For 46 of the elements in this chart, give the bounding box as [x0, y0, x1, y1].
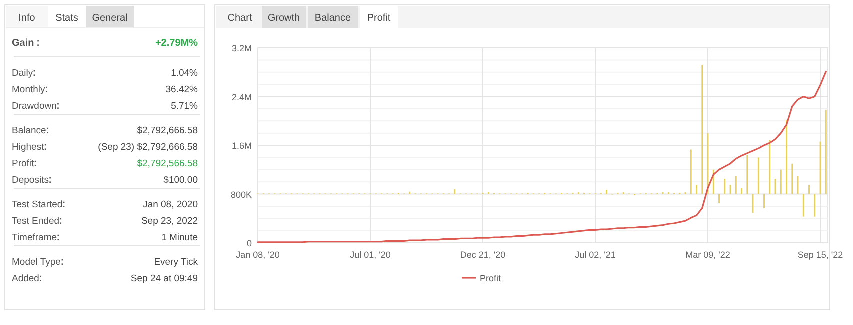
- text: Jan 08, 2020: [143, 200, 198, 210]
- text: Info: [18, 13, 36, 24]
- text: 5.71%: [171, 101, 198, 112]
- text: 36.42%: [166, 84, 198, 96]
- text: (Sep 23) $2,792,666.58: [98, 142, 198, 153]
- category-label: Test Ended: [12, 216, 60, 227]
- text: Balance: [314, 13, 352, 24]
- category-label: Drawdown: [12, 101, 57, 112]
- category-label: Daily: [12, 68, 34, 79]
- x-tick-label: Mar 09, '22: [686, 250, 730, 260]
- text: Stats: [56, 13, 78, 24]
- y-tick-label: 1.6M: [232, 141, 252, 151]
- text: 1 Minute: [162, 232, 198, 244]
- x-tick-label: Jan 08, '20: [236, 250, 280, 260]
- x-tick-label: Sep 15, '22: [798, 250, 844, 260]
- category-label: Profit: [12, 158, 35, 170]
- category-label: Highest: [12, 142, 45, 153]
- legend-label: Profit: [480, 274, 502, 284]
- text: Profit: [367, 13, 391, 24]
- text: Every Tick: [154, 257, 198, 268]
- y-tick-label: 3.2M: [232, 44, 252, 54]
- category-label: Test Started: [12, 200, 63, 210]
- x-tick-label: Dec 21, '20: [460, 250, 506, 260]
- line-series: [257, 70, 827, 244]
- text: Sep 24 at 09:49: [130, 274, 198, 284]
- category-label: Model Type: [12, 257, 61, 268]
- text: $2,792,566.58: [137, 158, 198, 170]
- category-label: Gain: [12, 38, 34, 49]
- text: $2,792,666.58: [137, 126, 198, 136]
- text: +2.79M%: [155, 38, 198, 49]
- y-tick-label: 0: [246, 238, 252, 248]
- x-tick-label: Jul 02, '21: [575, 250, 616, 260]
- text: Growth: [268, 13, 300, 24]
- category-label: Deposits: [12, 175, 50, 186]
- category-label: Balance: [12, 126, 46, 136]
- y-tick-label: 800K: [230, 190, 252, 200]
- y-tick-label: 2.4M: [232, 92, 252, 102]
- category-label: Added: [12, 274, 40, 284]
- text: 1.04%: [171, 68, 198, 79]
- text: $100.00: [164, 175, 198, 186]
- category-label: Timeframe: [12, 232, 58, 244]
- category-label: Monthly: [12, 84, 46, 96]
- x-tick-label: Jul 01, '20: [350, 250, 391, 260]
- text: Chart: [228, 13, 252, 24]
- text: General: [92, 13, 128, 24]
- text: Sep 23, 2022: [141, 216, 198, 227]
